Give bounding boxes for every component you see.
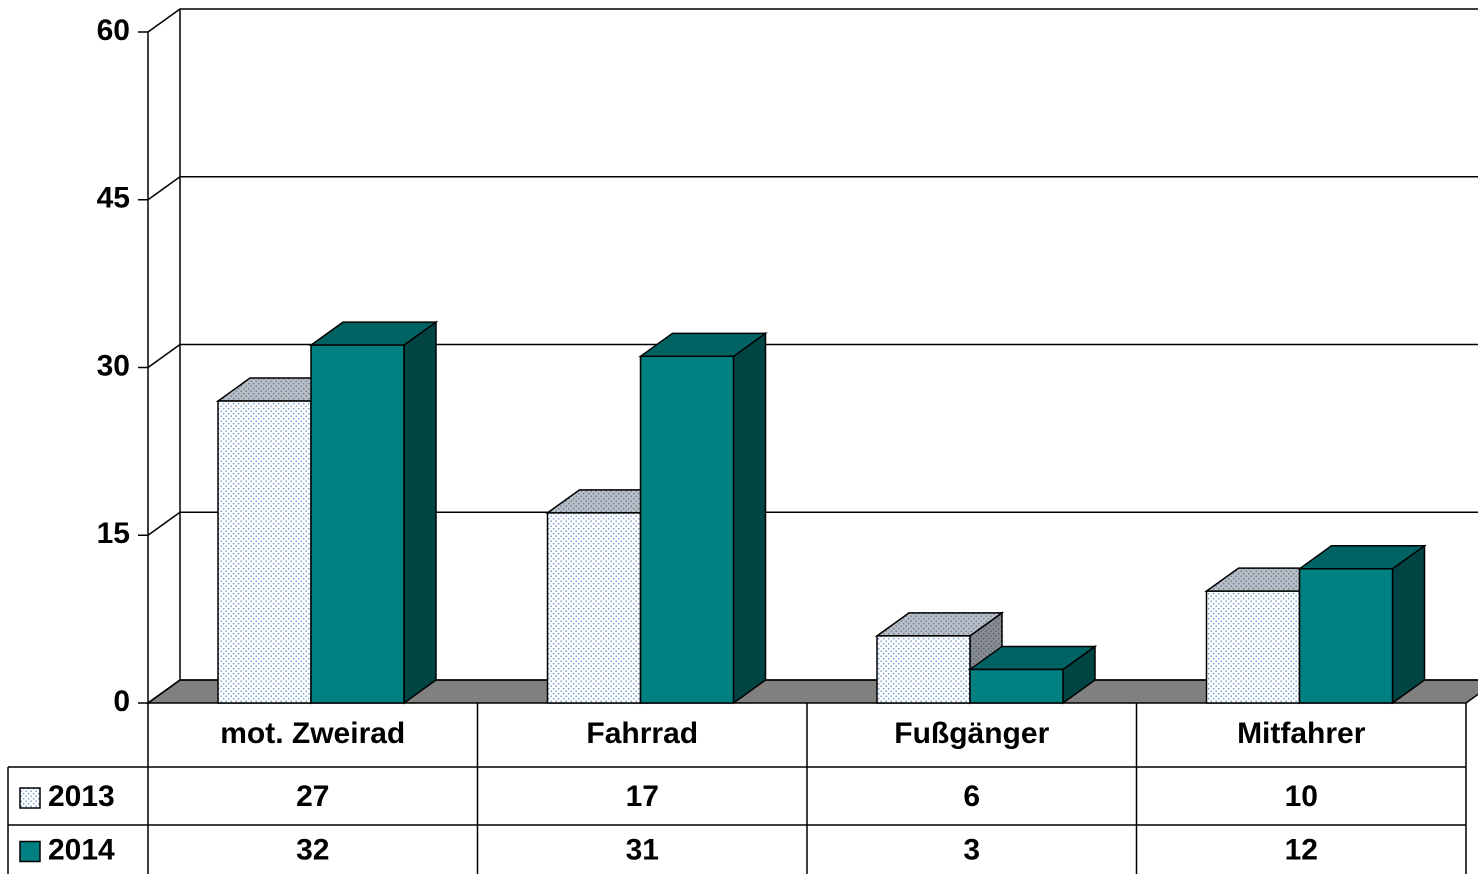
legend-label: 2014 bbox=[48, 833, 115, 866]
grid-line-segment bbox=[147, 511, 1478, 536]
y-tick-label: 60 bbox=[97, 14, 130, 47]
grid-line-segment bbox=[147, 8, 1478, 33]
y-tick-label: 30 bbox=[97, 349, 130, 382]
table-value: 3 bbox=[963, 833, 980, 866]
bar bbox=[308, 320, 439, 705]
bar-side bbox=[732, 331, 767, 705]
bar bbox=[967, 644, 1098, 705]
bar-front bbox=[876, 635, 971, 704]
bar-front bbox=[1298, 568, 1394, 704]
bar-front bbox=[1205, 590, 1301, 704]
table-value: 27 bbox=[296, 780, 329, 813]
table-value: 12 bbox=[1285, 833, 1318, 866]
bar-front bbox=[310, 344, 405, 704]
bar bbox=[638, 331, 768, 705]
legend-swatch bbox=[19, 787, 41, 809]
y-tick-label: 15 bbox=[97, 517, 130, 550]
legend-swatch bbox=[19, 840, 41, 863]
grid-line bbox=[147, 176, 1478, 201]
x-tick-label: mot. Zweirad bbox=[220, 717, 405, 750]
table-value: 32 bbox=[296, 833, 329, 866]
y-tick-label: 45 bbox=[97, 182, 130, 215]
bar bbox=[1297, 544, 1427, 705]
y-tick-label: 0 bbox=[113, 685, 130, 718]
table-value: 17 bbox=[626, 780, 659, 813]
grid-line bbox=[147, 8, 1478, 33]
bar-front bbox=[969, 668, 1064, 704]
bar-side bbox=[1391, 544, 1426, 705]
bar-front bbox=[217, 400, 312, 704]
grid-line bbox=[147, 511, 1478, 536]
x-tick-label: Fahrrad bbox=[586, 717, 698, 750]
bar-front bbox=[546, 512, 642, 704]
table-value: 31 bbox=[626, 833, 659, 866]
legend-label: 2013 bbox=[48, 780, 115, 813]
grid-line-segment bbox=[147, 343, 1478, 369]
table-value: 10 bbox=[1285, 780, 1318, 813]
bar-side bbox=[403, 320, 437, 705]
grid-line-segment bbox=[147, 176, 1478, 201]
bar-front bbox=[639, 355, 735, 704]
x-tick-label: Mitfahrer bbox=[1237, 717, 1366, 750]
x-tick-label: Fußgänger bbox=[894, 717, 1049, 750]
grid-line bbox=[147, 343, 1478, 369]
table-value: 6 bbox=[963, 780, 980, 813]
